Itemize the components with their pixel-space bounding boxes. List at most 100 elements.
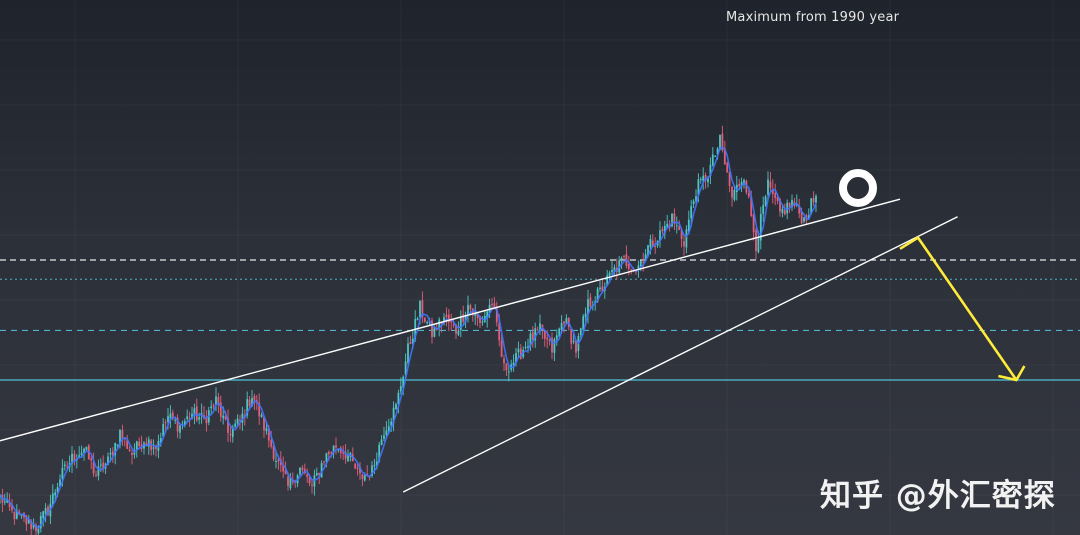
candle-body <box>282 465 285 472</box>
candle-body <box>13 511 16 520</box>
candle-body <box>200 412 203 415</box>
candle-body <box>150 440 153 451</box>
candle-body <box>474 313 477 316</box>
candle-body <box>272 445 275 460</box>
candle-body <box>301 467 304 470</box>
candle-body <box>423 317 426 322</box>
candle-body <box>644 254 647 262</box>
candle-body <box>704 174 707 181</box>
candle-body <box>320 463 323 478</box>
candle-body <box>114 443 117 456</box>
candle-body <box>11 505 13 511</box>
candle-body <box>683 241 685 247</box>
candle-body <box>438 319 441 329</box>
candle-body <box>421 300 424 318</box>
candle-body <box>147 439 150 447</box>
candle-body <box>231 427 234 438</box>
candle-body <box>743 180 745 185</box>
candle-body <box>239 420 241 422</box>
candle-body <box>171 412 174 420</box>
candle-body <box>131 452 133 456</box>
candle-body <box>85 447 88 450</box>
candle-body <box>788 203 791 207</box>
candle-body <box>687 219 690 232</box>
candle-body <box>95 474 97 476</box>
candle-body <box>107 456 109 465</box>
candle-body <box>774 192 777 198</box>
candle-body <box>152 447 155 449</box>
candle-body <box>690 206 693 219</box>
candle-body <box>339 447 342 454</box>
candle-body <box>697 179 700 195</box>
candle-body <box>253 396 256 402</box>
candle-body <box>411 338 414 344</box>
candle-body <box>426 322 429 324</box>
candle-body <box>392 407 395 424</box>
candle-body <box>721 133 724 151</box>
candle-body <box>582 316 585 330</box>
candle-body <box>361 474 364 479</box>
candle-body <box>757 238 760 253</box>
candle-body <box>476 312 479 319</box>
candle-body <box>363 475 366 481</box>
maximum-annotation: Maximum from 1990 year <box>726 10 900 25</box>
candle-body <box>560 323 563 330</box>
candle-body <box>198 417 201 420</box>
candle-body <box>224 415 227 420</box>
candle-body <box>167 416 169 423</box>
candle-body <box>452 324 455 326</box>
candle-body <box>277 459 280 462</box>
candle-body <box>531 332 534 341</box>
candle-body <box>692 200 695 204</box>
candle-body <box>275 460 277 462</box>
candle-body <box>731 186 733 198</box>
candle-body <box>42 511 45 519</box>
candle-body <box>695 196 697 201</box>
candle-body <box>733 189 736 200</box>
candle-body <box>186 416 189 420</box>
candle-body <box>601 286 604 292</box>
moving-average-line <box>0 146 817 530</box>
candle-body <box>783 209 786 215</box>
candle-body <box>596 288 599 302</box>
candle-body <box>498 322 501 341</box>
candle-body <box>673 213 676 224</box>
candle-body <box>299 467 301 475</box>
candle-body <box>229 434 232 436</box>
candle-body <box>383 435 385 439</box>
candle-body <box>459 316 462 331</box>
candle-body <box>548 339 551 341</box>
candle-body <box>599 287 601 289</box>
candle-body <box>128 449 131 452</box>
candle-body <box>443 317 445 324</box>
candle-body <box>37 527 40 534</box>
candle-body <box>570 328 573 344</box>
candle-body <box>169 413 172 419</box>
candle-body <box>32 524 35 528</box>
candle-body <box>354 463 357 469</box>
candle-body <box>500 340 503 357</box>
candle-body <box>416 318 419 321</box>
moving-average <box>0 146 817 530</box>
candle-body <box>342 452 345 454</box>
candle-body <box>551 338 553 353</box>
candle-body <box>30 520 33 530</box>
candle-body <box>747 193 750 197</box>
candle-body <box>179 425 181 433</box>
candle-body <box>251 398 253 407</box>
candle-body <box>555 335 558 340</box>
candle-body <box>371 465 373 476</box>
candle-body <box>750 196 753 216</box>
candle-body <box>611 269 613 272</box>
candle-body <box>543 330 546 339</box>
candle-body <box>699 178 702 180</box>
candle-body <box>663 226 666 234</box>
candle-body <box>126 440 129 449</box>
candle-body <box>47 506 49 516</box>
candle-body <box>83 448 85 453</box>
candle-body <box>450 321 453 323</box>
candle-body <box>195 406 198 421</box>
candle-body <box>212 405 215 407</box>
